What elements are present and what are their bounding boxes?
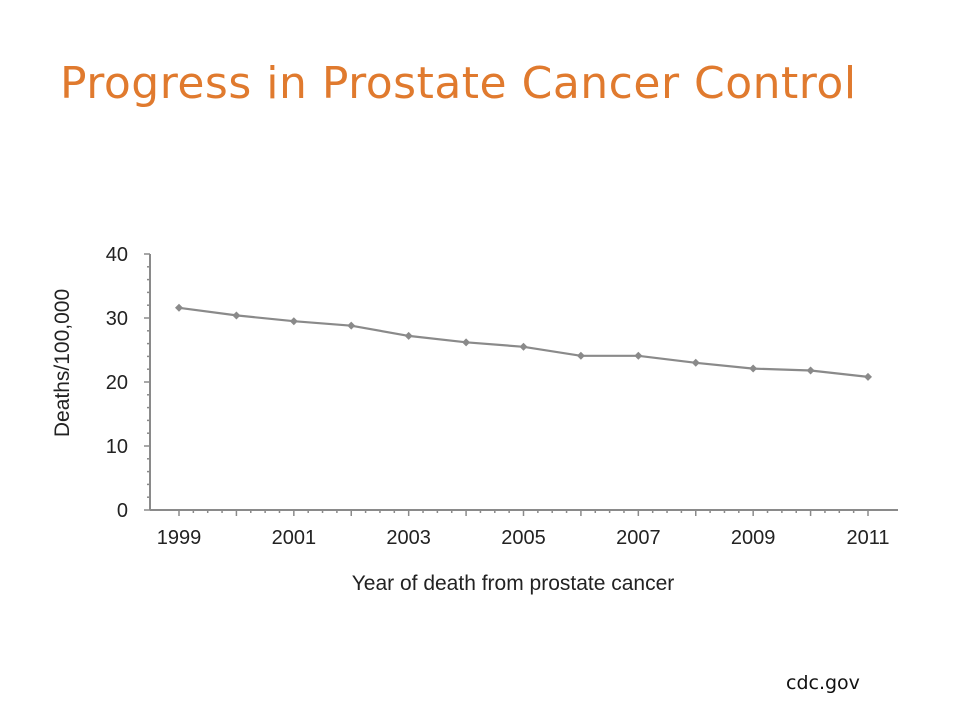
x-axis-title: Year of death from prostate cancer (352, 572, 675, 595)
series-line-group (175, 303, 872, 381)
data-point (289, 317, 298, 326)
y-tick-label: 40 (106, 244, 128, 266)
y-axis-title: Deaths/100,000 (51, 289, 74, 437)
x-tick-label: 2007 (616, 527, 661, 549)
y-tick-label: 30 (106, 308, 128, 330)
data-point (404, 331, 413, 340)
x-tick-label: 2001 (272, 527, 317, 549)
data-point (749, 364, 758, 373)
data-point (347, 321, 356, 330)
y-tick-label: 0 (117, 500, 128, 522)
x-axis: 1999 2001 2003 2005 2007 2009 2011 (150, 509, 898, 549)
x-tick-label: 2003 (386, 527, 431, 549)
x-tick-label: 1999 (157, 527, 202, 549)
data-point (634, 351, 643, 360)
data-point (232, 311, 241, 320)
data-point (576, 351, 585, 360)
data-point (462, 338, 471, 347)
x-tick-label: 2005 (501, 527, 546, 549)
x-tick-label: 2009 (731, 527, 776, 549)
data-point (519, 342, 528, 351)
data-point (864, 372, 872, 381)
data-point (175, 303, 183, 312)
series-line (178, 306, 869, 378)
y-tick-label: 10 (106, 436, 128, 458)
source-credit: cdc.gov (786, 672, 860, 694)
y-tick-label: 20 (106, 372, 128, 394)
data-point (691, 358, 700, 367)
data-point (806, 366, 815, 375)
x-tick-label: 2011 (846, 527, 889, 549)
y-axis: 0 10 20 30 40 (106, 244, 151, 522)
slide-title: Progress in Prostate Cancer Control (60, 58, 857, 109)
